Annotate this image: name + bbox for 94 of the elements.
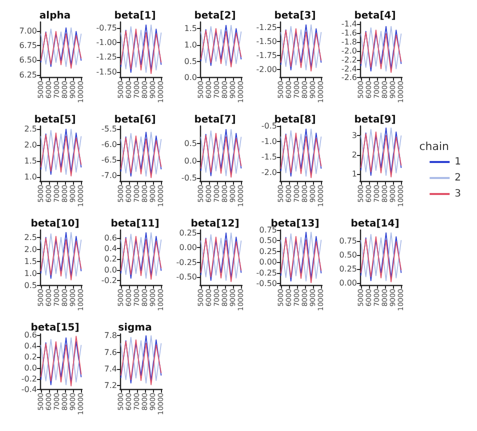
y-tick-label: -1.0	[261, 136, 277, 146]
y-tick-label: 6.75	[19, 40, 37, 50]
y-tick-label: -0.50	[256, 279, 277, 288]
y-tick-label: 2.5	[24, 124, 37, 134]
chart-title: beta[12]	[190, 218, 240, 230]
y-tick-label: 0.2	[104, 254, 117, 264]
chart-title: beta[9]	[354, 114, 396, 126]
y-tick-label: 1.0	[184, 40, 197, 50]
y-tick-label: 7.2	[104, 381, 117, 390]
chart-title: beta[5]	[34, 114, 76, 126]
y-tick-label: -1.25	[256, 23, 277, 32]
chart-title: sigma	[118, 322, 152, 334]
y-tick-label: -0.5	[261, 122, 277, 130]
y-tick-label: -0.4	[21, 385, 37, 394]
y-tick-label: -6.0	[101, 140, 117, 150]
y-tick-label: 0.5	[184, 56, 197, 66]
chart-title: beta[10]	[30, 218, 80, 230]
y-tick-label: 0.5	[24, 281, 37, 290]
y-tick-label: 0.0	[104, 265, 117, 274]
y-tick-label: 0.50	[259, 236, 277, 246]
y-tick-label: -0.5	[181, 174, 197, 183]
y-tick-label: 0.0	[24, 363, 37, 372]
y-tick-label: 1.0	[24, 269, 37, 278]
y-tick-label: -2.00	[256, 64, 277, 74]
legend-label: 3	[454, 188, 462, 200]
y-tick-label: 0.00	[179, 243, 197, 252]
chart-title: beta[1]	[114, 10, 156, 22]
chart-title: beta[8]	[274, 114, 316, 126]
y-tick-label: -1.6	[341, 28, 357, 38]
y-tick-label: 1.5	[184, 24, 197, 34]
y-tick-label: -2.6	[341, 73, 357, 82]
y-tick-label: -0.2	[21, 374, 37, 384]
y-tick-label: -2.2	[341, 55, 357, 64]
chart-title: beta[3]	[274, 10, 316, 22]
y-tick-label: 6.50	[19, 56, 37, 65]
y-tick-label: 1	[352, 170, 357, 179]
y-tick-label: -1.5	[261, 152, 277, 162]
y-tick-label: 0.6	[104, 233, 117, 242]
y-tick-label: 0.00	[339, 278, 357, 288]
y-tick-label: 0.4	[104, 244, 117, 254]
y-tick-label: 0.4	[24, 342, 37, 351]
y-tick-label: 0.0	[184, 73, 197, 82]
y-tick-label: -7.0	[101, 171, 117, 180]
y-tick-label: 1.5	[24, 156, 37, 166]
chart-title: alpha	[39, 10, 71, 22]
y-tick-label: 7.6	[104, 348, 117, 357]
y-tick-label: -2.0	[341, 46, 357, 56]
y-tick-label: -1.50	[96, 67, 117, 76]
y-tick-label: 0.25	[179, 228, 197, 238]
y-tick-label: 0.75	[339, 236, 357, 246]
y-tick-label: -1.25	[96, 52, 117, 62]
legend-label: 2	[454, 172, 462, 184]
chart-title: beta[4]	[354, 10, 396, 22]
y-tick-label: 3	[352, 131, 357, 140]
y-tick-label: 2.5	[24, 232, 37, 242]
chart-title: beta[15]	[30, 322, 80, 334]
y-tick-label: 0.25	[339, 264, 357, 274]
y-tick-label: 0.5	[184, 138, 197, 148]
chart-title: beta[7]	[194, 114, 236, 126]
y-tick-label: 1.5	[24, 257, 37, 266]
y-tick-label: 2	[352, 150, 357, 160]
y-tick-label: -0.25	[256, 268, 277, 278]
chart-title: beta[6]	[114, 114, 156, 126]
y-tick-label: 0.50	[339, 250, 357, 260]
y-tick-label: -2.4	[341, 64, 357, 74]
y-tick-label: -1.00	[96, 38, 117, 48]
y-tick-label: 7.00	[19, 26, 37, 36]
legend-label: 1	[454, 156, 462, 168]
y-tick-label: -0.25	[176, 258, 197, 267]
y-tick-label: -0.75	[96, 23, 117, 32]
y-tick-label: 6.25	[19, 70, 37, 80]
y-tick-label: 2.0	[24, 244, 37, 254]
y-tick-label: -1.75	[256, 50, 277, 60]
chart-title: beta[14]	[350, 218, 400, 230]
y-tick-label: -2.0	[261, 168, 277, 177]
legend-title: chain	[419, 140, 450, 153]
y-tick-label: 0.0	[184, 156, 197, 166]
y-tick-label: 0.2	[24, 352, 37, 362]
y-tick-label: -1.4	[341, 20, 357, 29]
y-tick-label: -1.50	[256, 37, 277, 46]
chart-title: beta[2]	[194, 10, 236, 22]
y-tick-label: 0.25	[259, 246, 277, 256]
y-tick-label: -0.2	[101, 276, 117, 285]
y-tick-label: 1.0	[24, 172, 37, 182]
y-tick-label: -1.8	[341, 38, 357, 47]
y-tick-label: 0.6	[24, 330, 37, 340]
y-tick-label: -0.50	[176, 272, 197, 282]
y-tick-label: 7.4	[104, 364, 117, 374]
chart-title: beta[11]	[110, 218, 160, 230]
y-tick-label: -6.5	[101, 156, 117, 165]
y-tick-label: 7.8	[104, 331, 117, 340]
y-tick-label: 0.00	[259, 258, 277, 267]
y-tick-label: 2.0	[24, 140, 37, 150]
y-tick-label: -5.5	[101, 124, 117, 134]
